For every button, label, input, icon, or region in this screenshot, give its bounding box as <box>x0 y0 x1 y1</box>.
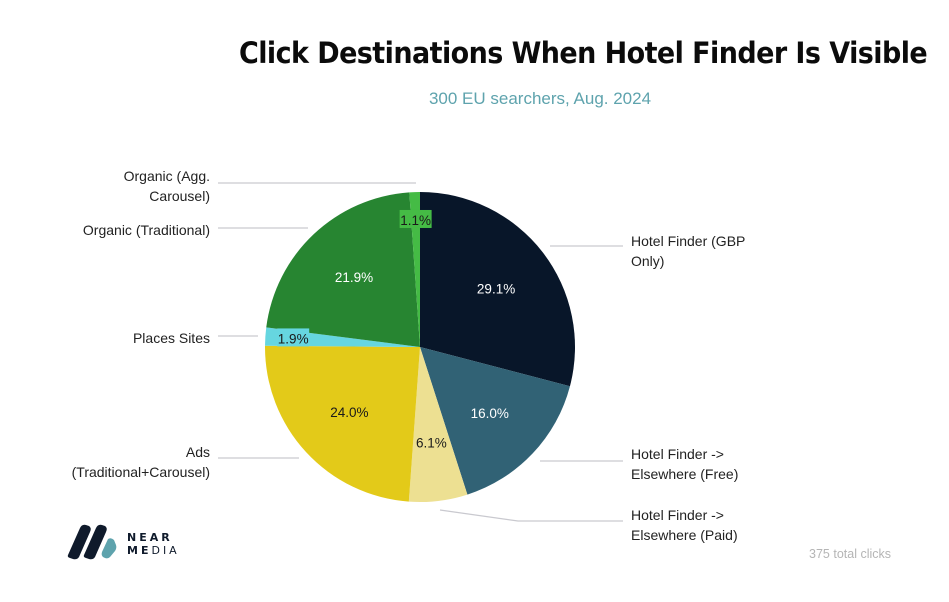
brand-line-1: NEAR <box>127 531 173 544</box>
slice-percent-label: 1.9% <box>278 331 309 346</box>
slice-label-background <box>399 209 432 228</box>
slice-percent-label: 1.1% <box>400 213 431 228</box>
slice-percent-labels: 29.1% 16.0% 6.1% 24.0% 1.9% 21.9% 1.1% <box>277 209 515 450</box>
pie-slice <box>408 347 468 502</box>
label-ads: Ads (Traditional+Carousel) <box>72 442 210 482</box>
label-places-sites: Places Sites <box>133 328 210 348</box>
label-line: Elsewhere (Paid) <box>631 527 738 543</box>
slice-percent-label: 16.0% <box>471 406 509 421</box>
label-elsewhere-paid: Hotel Finder -> Elsewhere (Paid) <box>631 505 738 545</box>
label-elsewhere-free: Hotel Finder -> Elsewhere (Free) <box>631 444 738 484</box>
chart-subtitle: 300 EU searchers, Aug. 2024 <box>428 89 652 108</box>
chart-title: Click Destinations When Hotel Finder Is … <box>239 36 928 70</box>
label-line: Hotel Finder (GBP <box>631 233 746 249</box>
label-hotel-finder-gbp: Hotel Finder (GBP Only) <box>631 231 745 271</box>
slice-percent-label: 6.1% <box>416 435 447 450</box>
label-organic-traditional: Organic (Traditional) <box>83 220 210 240</box>
total-clicks-note: 375 total clicks <box>809 547 891 561</box>
slice-percent-label: 29.1% <box>477 281 515 296</box>
slice-percent-label: 21.9% <box>335 270 373 285</box>
slice-percent-label: 24.0% <box>330 405 368 420</box>
label-line: Elsewhere (Free) <box>631 466 739 482</box>
near-media-logo-icon <box>67 524 117 560</box>
leader-lines <box>218 182 623 522</box>
label-line: Hotel Finder -> <box>631 507 724 523</box>
label-line: Hotel Finder -> <box>631 446 724 462</box>
label-line: Carousel) <box>149 188 210 204</box>
brand-line-2-bold: ME <box>127 544 152 557</box>
label-line: Only) <box>631 253 665 269</box>
pie-slice <box>409 192 420 347</box>
brand-line-2-thin: DIA <box>151 544 180 557</box>
label-line: Places Sites <box>132 330 210 346</box>
pie-slice <box>265 345 420 502</box>
label-line: (Traditional+Carousel) <box>71 464 210 480</box>
pie-slice <box>420 347 570 495</box>
leader-line-paid <box>439 509 623 522</box>
label-line: Organic (Traditional) <box>82 222 210 238</box>
label-organic-agg-carousel: Organic (Agg. Carousel) <box>124 166 210 206</box>
brand-line-2: MEDIA <box>127 544 180 557</box>
pie-slices <box>265 192 575 502</box>
pie-slice <box>266 192 420 347</box>
label-line: Ads <box>185 444 210 460</box>
brand-name: NEAR MEDIA <box>127 531 180 557</box>
slice-label-background <box>277 328 310 347</box>
pie-slice <box>420 192 575 387</box>
label-line: Organic (Agg. <box>123 168 210 184</box>
